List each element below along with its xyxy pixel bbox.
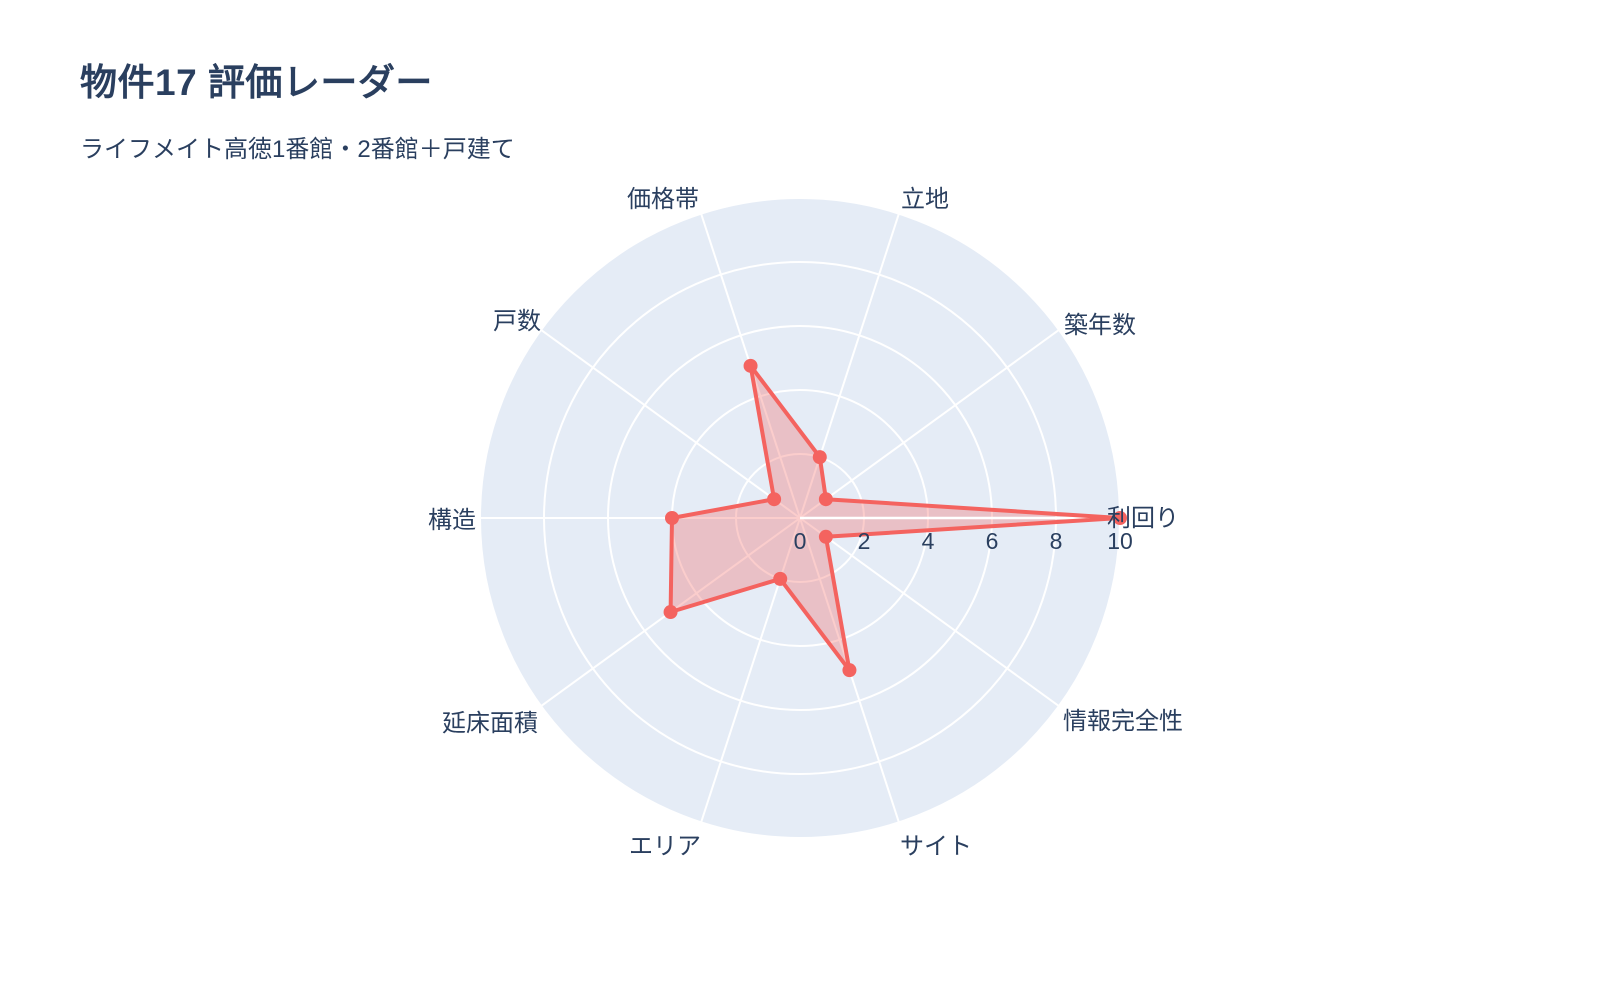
data-point bbox=[665, 511, 679, 525]
axis-label: 延床面積 bbox=[442, 710, 538, 737]
data-point bbox=[818, 492, 833, 507]
grid-spoke bbox=[799, 517, 1060, 707]
chart-subtitle: ライフメイト高徳1番館・2番館＋戸建て bbox=[80, 136, 515, 163]
data-point bbox=[818, 529, 833, 544]
axis-label: 情報完全性 bbox=[1063, 708, 1183, 735]
grid-spoke bbox=[540, 329, 801, 519]
data-point bbox=[1113, 511, 1127, 525]
data-point bbox=[767, 492, 782, 507]
radial-tick-label: 2 bbox=[858, 528, 871, 554]
axis-label: エリア bbox=[629, 833, 701, 860]
data-point bbox=[812, 450, 827, 465]
axis-label: 構造 bbox=[428, 507, 476, 534]
axis-label: 価格帯 bbox=[627, 186, 699, 213]
axis-label: サイト bbox=[900, 833, 972, 860]
chart-title: 物件17 評価レーダー bbox=[80, 62, 433, 103]
radial-tick-label: 8 bbox=[1050, 528, 1063, 554]
radial-tick-label: 0 bbox=[794, 528, 807, 554]
grid-spoke bbox=[700, 517, 801, 823]
grid-spoke bbox=[799, 329, 1060, 519]
data-point bbox=[743, 358, 758, 373]
data-point bbox=[663, 605, 678, 620]
radial-tick-label: 6 bbox=[986, 528, 999, 554]
radial-tick-label: 10 bbox=[1107, 528, 1133, 554]
data-point bbox=[773, 571, 788, 586]
grid-spoke bbox=[799, 213, 900, 519]
radial-tick-label: 4 bbox=[922, 528, 935, 554]
axis-label: 築年数 bbox=[1064, 312, 1136, 339]
axis-label: 利回り bbox=[1107, 505, 1179, 532]
data-point bbox=[842, 663, 857, 678]
axis-label: 戸数 bbox=[493, 308, 541, 335]
axis-label: 立地 bbox=[901, 186, 949, 213]
